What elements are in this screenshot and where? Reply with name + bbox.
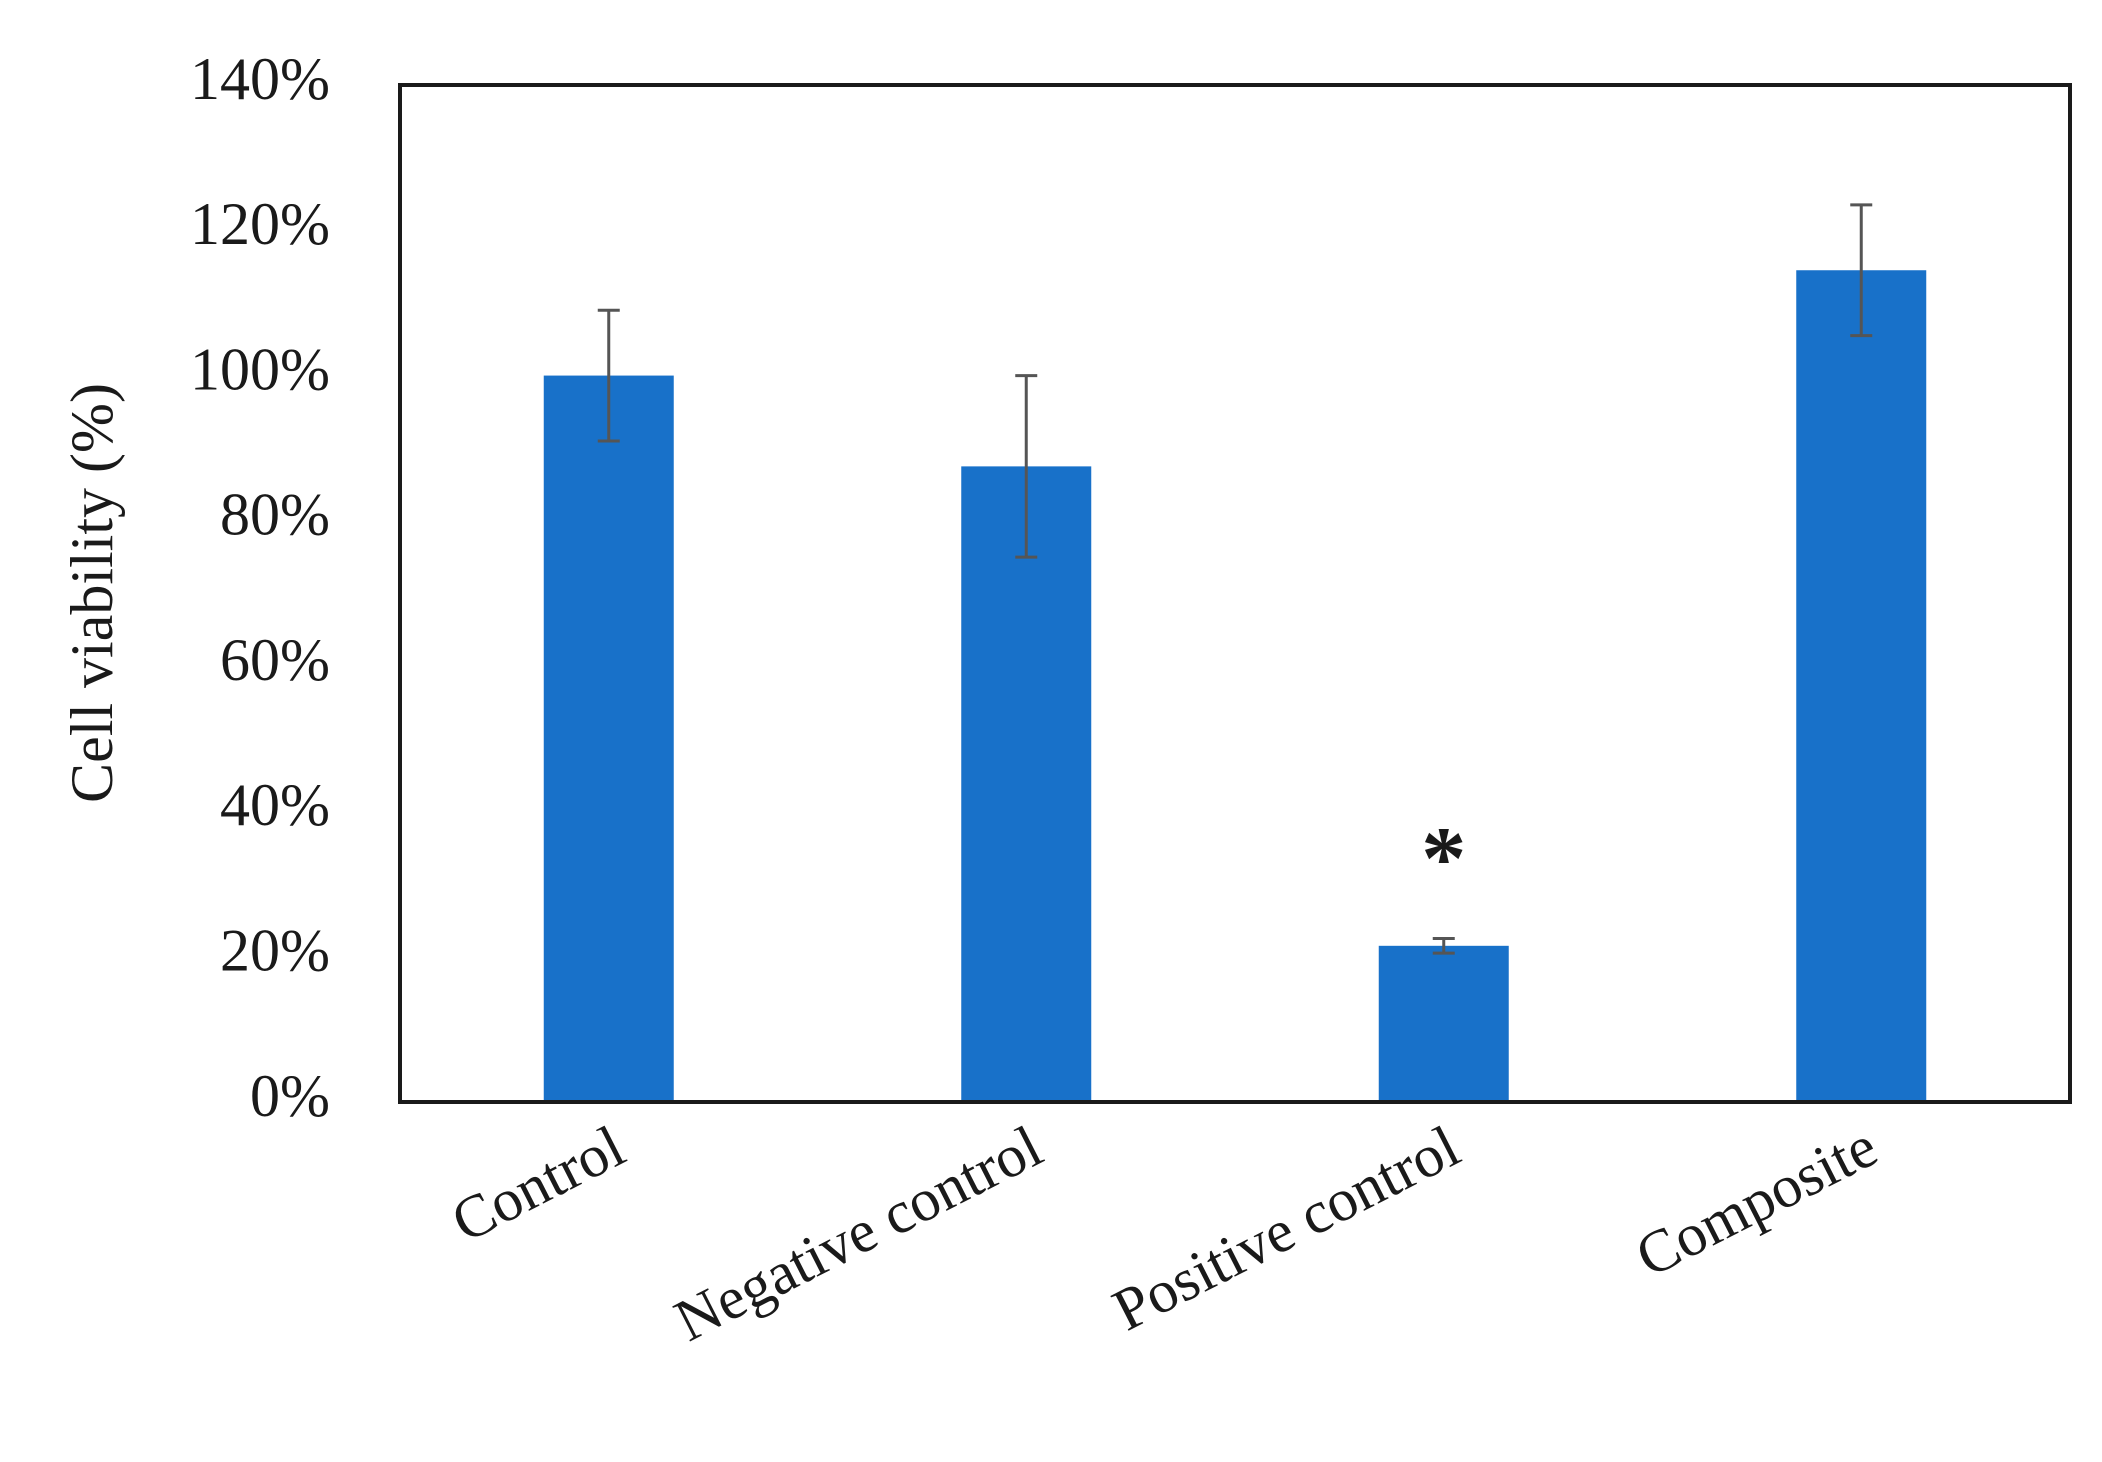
y-tick-label: 80%: [220, 482, 330, 548]
x-tick-label: Negative control: [664, 1113, 1052, 1354]
y-tick-label: 0%: [250, 1063, 330, 1129]
y-tick-label: 40%: [220, 772, 330, 838]
y-axis-label: Cell viability (%): [59, 383, 125, 803]
plot-frame: [398, 83, 2072, 1104]
error-bars: [597, 203, 1873, 955]
significance-marker: *: [1421, 810, 1466, 909]
y-tick-label: 20%: [220, 917, 330, 983]
annotations: *: [1421, 810, 1466, 909]
y-axis-ticks: 0% 20% 40% 60% 80% 100% 120% 140%: [190, 46, 330, 1129]
x-tick-label: Positive control: [1103, 1113, 1470, 1344]
x-tick-label: Control: [441, 1113, 634, 1255]
bar: [543, 375, 674, 1103]
bar: [961, 466, 1092, 1102]
bar: [1378, 945, 1509, 1102]
bars: [543, 270, 1927, 1103]
y-tick-label: 120%: [190, 191, 330, 257]
x-axis-labels: Control Negative control Positive control C…: [441, 1113, 1887, 1354]
x-tick-label: Composite: [1626, 1113, 1888, 1290]
y-tick-label: 60%: [220, 627, 330, 693]
bar: [1796, 270, 1927, 1103]
y-tick-label: 140%: [190, 46, 330, 112]
y-tick-label: 100%: [190, 336, 330, 402]
